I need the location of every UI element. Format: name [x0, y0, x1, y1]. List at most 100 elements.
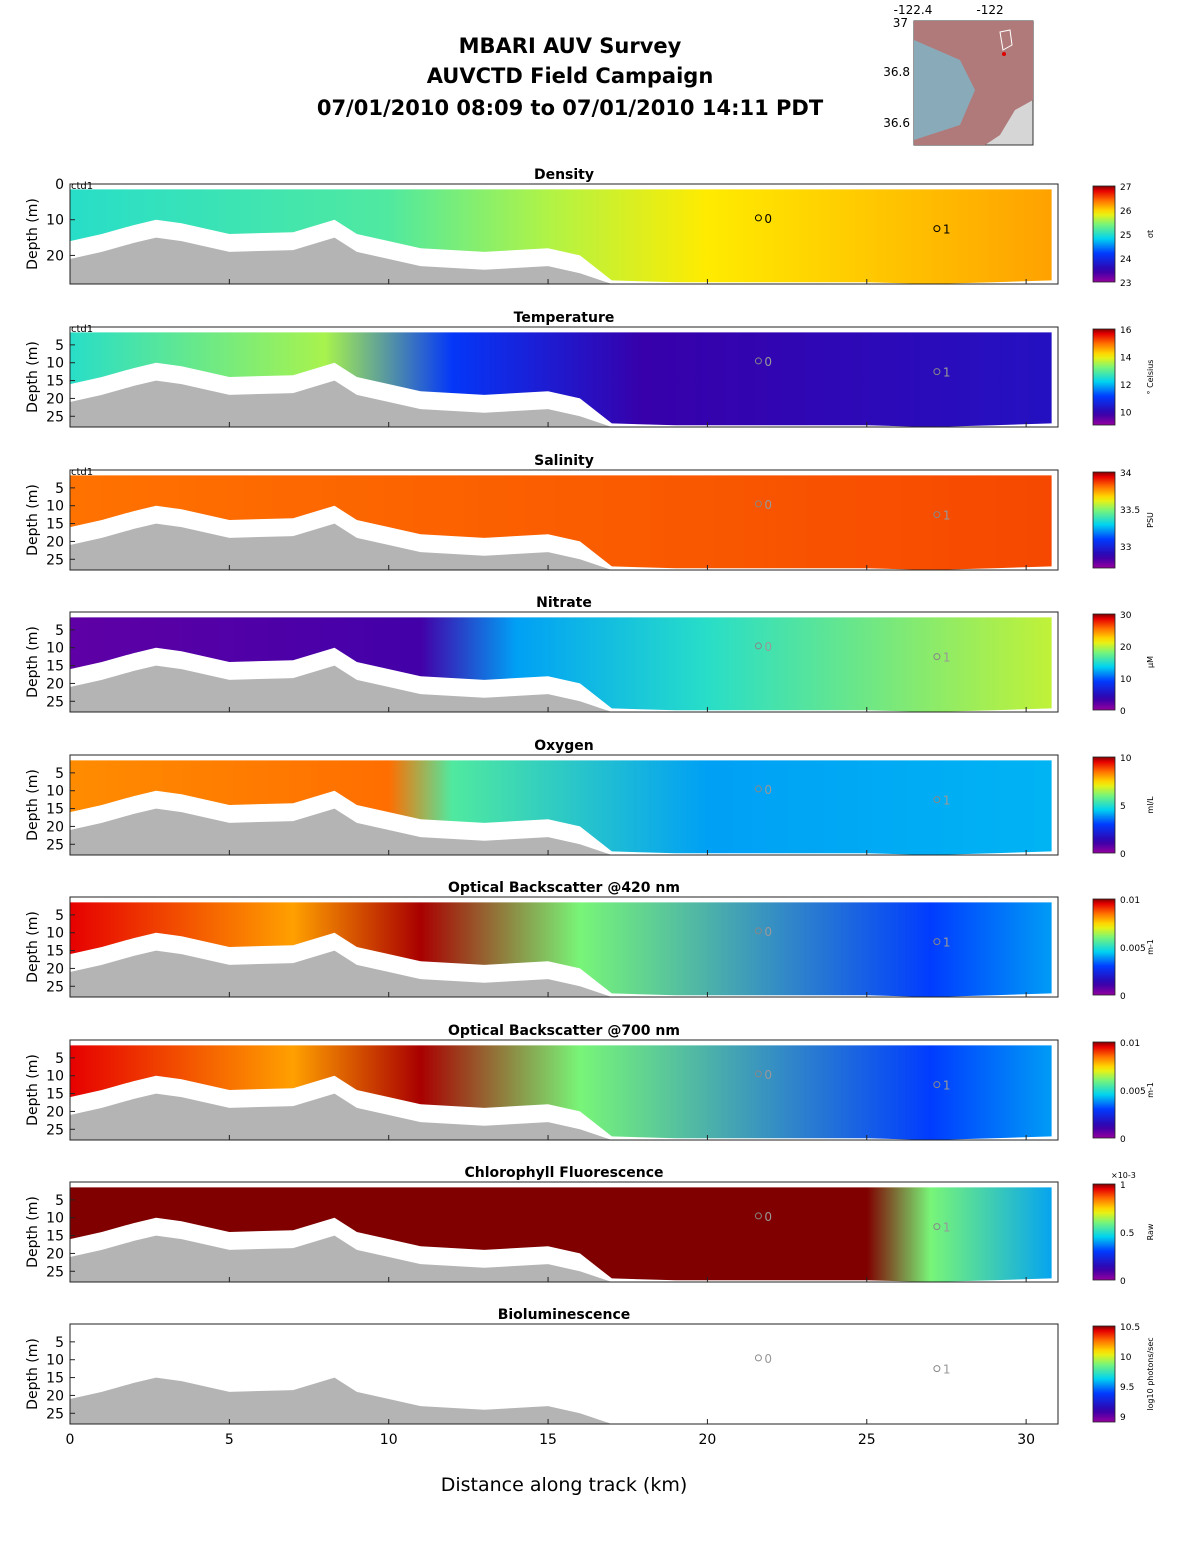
colorbar	[1092, 756, 1116, 854]
y-tick-label: 5	[55, 623, 64, 639]
y-tick-label: 15	[46, 1087, 64, 1103]
x-tick-label: 20	[699, 1432, 717, 1448]
axes-frame	[69, 896, 1059, 998]
waypoint-label: 0	[764, 783, 772, 797]
waypoint-marker	[754, 1070, 762, 1078]
y-tick-label: 25	[46, 837, 64, 853]
colorbar-tick-label: 10	[1120, 675, 1132, 685]
waypoint-label: 1	[943, 366, 951, 380]
colorbar	[1092, 1183, 1116, 1281]
map-relief	[914, 40, 975, 140]
bathymetry	[70, 1093, 1052, 1140]
y-tick-label: 10	[46, 356, 64, 372]
colorbar-tick-label: 20	[1120, 643, 1132, 653]
colorbar-tick-label: 0.5	[1120, 1229, 1134, 1239]
y-axis-label: Depth (m)	[25, 484, 41, 556]
waypoint-label: 1	[943, 936, 951, 950]
waypoint-marker	[754, 214, 762, 222]
waypoint-marker	[933, 1365, 941, 1373]
waypoint-label: 1	[943, 1221, 951, 1235]
x-axis-label: Distance along track (km)	[440, 1474, 688, 1496]
y-tick-label: 10	[46, 499, 64, 515]
map-lon-tick: -122.4	[894, 3, 933, 17]
title-line-1: MBARI AUV Survey	[458, 34, 682, 58]
colorbar-tick-label: 12	[1120, 381, 1131, 391]
y-tick-label: 25	[46, 1264, 64, 1280]
panel-6: Optical Backscatter @420 nm510152025Dept…	[25, 880, 1155, 1002]
map-lat-tick: 36.6	[883, 116, 910, 130]
waypoint-marker	[933, 1223, 941, 1231]
waypoint-marker	[933, 368, 941, 376]
y-tick-label: 10	[46, 1353, 64, 1369]
colorbar-tick-label: 10	[1120, 754, 1132, 764]
y-tick-label: 10	[46, 784, 64, 800]
bathymetry	[70, 237, 1052, 284]
panel-title: Optical Backscatter @700 nm	[448, 1023, 680, 1039]
colorbar-tick-label: 14	[1120, 353, 1132, 363]
colorbar	[1092, 471, 1116, 569]
colorbar	[1092, 1041, 1116, 1139]
y-tick-label: 15	[46, 1229, 64, 1245]
colorbar-tick-label: 16	[1120, 326, 1132, 336]
data-field	[70, 332, 1052, 427]
waypoint-label: 0	[764, 1210, 772, 1224]
y-tick-label: 5	[55, 1051, 64, 1067]
data-field	[70, 475, 1052, 570]
panel-title: Optical Backscatter @420 nm	[448, 880, 680, 896]
panel-title: Bioluminescence	[498, 1307, 631, 1323]
colorbar-tick-label: 25	[1120, 231, 1131, 241]
data-field	[70, 617, 1052, 712]
panel-title: Nitrate	[536, 595, 592, 611]
y-tick-label: 10	[46, 926, 64, 942]
colorbar-tick-label: 26	[1120, 207, 1132, 217]
y-tick-label: 15	[46, 374, 64, 390]
colorbar-label: ml/L	[1146, 796, 1155, 814]
axes-frame	[69, 611, 1059, 713]
y-tick-label: 20	[46, 1246, 64, 1262]
x-tick-label: 25	[858, 1432, 876, 1448]
colorbar	[1092, 1325, 1116, 1423]
colorbar-tick-label: 27	[1120, 183, 1131, 193]
colorbar-multiplier: ×10-3	[1111, 1171, 1136, 1180]
y-axis-label: Depth (m)	[25, 1054, 41, 1126]
y-tick-label: 10	[46, 1211, 64, 1227]
y-tick-label: 5	[55, 481, 64, 497]
y-axis-label: Depth (m)	[25, 626, 41, 698]
waypoint-marker	[754, 500, 762, 508]
y-tick-label: 10	[46, 1069, 64, 1085]
y-tick-label: 20	[46, 1104, 64, 1120]
bathymetry	[70, 665, 1052, 712]
axes-frame	[69, 754, 1059, 856]
y-tick-label: 20	[46, 961, 64, 977]
colorbar-tick-label: 1	[1120, 1181, 1126, 1191]
colorbar-tick-label: 23	[1120, 279, 1131, 289]
platform-label: ctd1	[71, 181, 93, 192]
waypoint-label: 1	[943, 223, 951, 237]
map-lon-tick: -122	[976, 3, 1003, 17]
colorbar-label: m-1	[1146, 1082, 1155, 1098]
x-tick-label: 5	[225, 1432, 234, 1448]
waypoint-label: 1	[943, 794, 951, 808]
colorbar-tick-label: 30	[1120, 611, 1132, 621]
x-tick-label: 10	[380, 1432, 398, 1448]
data-field	[70, 902, 1052, 997]
panel-1: Density 0 10 20 Depth (m) ctd1 0 1 27 26 25 24 23 σt	[25, 167, 1155, 289]
colorbar-label: Raw	[1146, 1223, 1155, 1240]
colorbar-tick-label: 5	[1120, 802, 1126, 812]
panel-title: Oxygen	[534, 738, 594, 754]
waypoint-marker	[754, 927, 762, 935]
colorbar	[1092, 613, 1116, 711]
y-axis-label: Depth (m)	[25, 198, 41, 270]
colorbar-label: ° Celsius	[1146, 360, 1155, 395]
bathymetry	[70, 1377, 1052, 1424]
colorbar-label: log10 photons/sec	[1146, 1337, 1155, 1410]
y-tick-label: 20	[46, 391, 64, 407]
map-marker	[1002, 52, 1006, 56]
waypoint-marker	[754, 1354, 762, 1362]
axes-frame	[69, 1181, 1059, 1283]
data-field	[70, 760, 1052, 855]
